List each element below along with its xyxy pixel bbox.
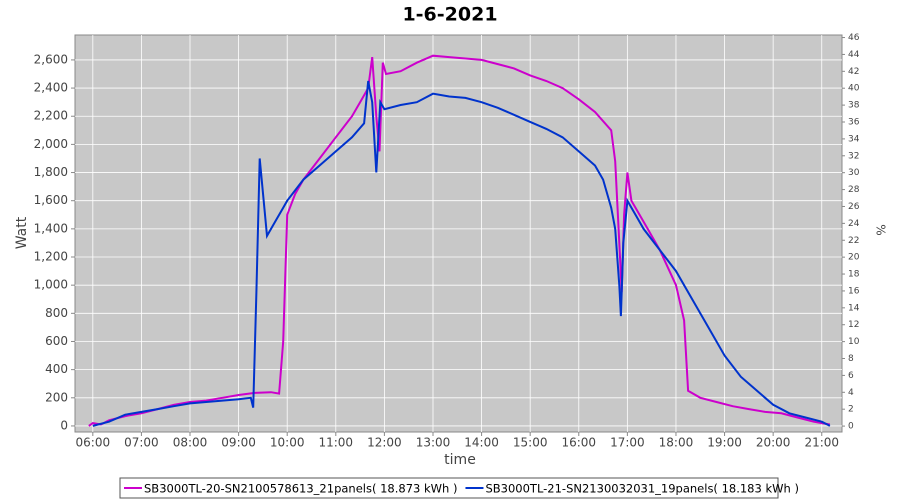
x-tick-label: 07:00 [124, 436, 159, 450]
x-tick-label: 11:00 [318, 436, 353, 450]
y2-tick-label: 30 [848, 168, 860, 178]
x-tick-label: 16:00 [561, 436, 596, 450]
y2-axis-label: % [874, 224, 888, 235]
y-tick-label: 200 [45, 390, 68, 404]
y2-tick-label: 38 [848, 101, 860, 111]
y-tick-label: 1,000 [34, 278, 68, 292]
x-tick-label: 13:00 [416, 436, 451, 450]
y-tick-label: 400 [45, 362, 68, 376]
y2-tick-label: 14 [848, 303, 860, 313]
y-tick-label: 800 [45, 306, 68, 320]
y2-tick-label: 36 [848, 118, 860, 128]
y2-tick-label: 4 [848, 388, 854, 398]
x-tick-label: 14:00 [464, 436, 499, 450]
x-tick-label: 08:00 [173, 436, 208, 450]
y-tick-label: 2,400 [34, 81, 68, 95]
x-tick-label: 17:00 [610, 436, 645, 450]
x-tick-label: 20:00 [756, 436, 791, 450]
y-tick-label: 1,800 [34, 165, 68, 179]
y2-tick-label: 40 [848, 84, 860, 94]
y2-tick-label: 42 [848, 67, 859, 77]
chart-title: 1-6-2021 [402, 4, 497, 26]
y-tick-label: 1,600 [34, 193, 68, 207]
y2-tick-label: 8 [848, 354, 854, 364]
y2-tick-label: 0 [848, 422, 854, 432]
y-tick-label: 2,600 [34, 52, 68, 66]
legend [119, 477, 779, 499]
y2-tick-label: 12 [848, 320, 859, 330]
y2-tick-label: 20 [848, 253, 860, 263]
y-tick-label: 1,400 [34, 221, 68, 235]
x-tick-label: 19:00 [707, 436, 742, 450]
y2-tick-label: 22 [848, 236, 859, 246]
y2-tick-label: 46 [848, 33, 860, 43]
x-tick-label: 12:00 [367, 436, 402, 450]
x-tick-label: 06:00 [76, 436, 111, 450]
y-tick-label: 1,200 [34, 250, 68, 264]
y2-tick-label: 34 [848, 134, 860, 144]
y2-tick-label: 28 [848, 185, 860, 195]
legend-label: SB3000TL-21-SN2130032031_19panels( 18.18… [485, 482, 798, 496]
x-tick-label: 21:00 [804, 436, 839, 450]
y2-tick-label: 10 [848, 337, 860, 347]
legend-label: SB3000TL-20-SN2100578613_21panels( 18.87… [144, 482, 457, 496]
y2-tick-label: 6 [848, 371, 854, 381]
series-line [88, 54, 831, 427]
x-axis-label: time [444, 452, 476, 468]
y2-tick-label: 2 [848, 405, 854, 415]
y2-tick-label: 26 [848, 202, 860, 212]
y2-tick-label: 16 [848, 286, 860, 296]
x-tick-label: 10:00 [270, 436, 305, 450]
x-tick-label: 18:00 [659, 436, 694, 450]
y-tick-label: 2,000 [34, 137, 68, 151]
y2-tick-label: 18 [848, 270, 860, 280]
y2-tick-label: 44 [848, 50, 860, 60]
x-tick-label: 09:00 [221, 436, 256, 450]
y-tick-label: 0 [60, 418, 68, 432]
y-tick-label: 600 [45, 334, 68, 348]
y-tick-label: 2,200 [34, 109, 68, 123]
y-axis-label: Watt [14, 216, 30, 249]
y2-tick-label: 32 [848, 151, 859, 161]
y2-tick-label: 24 [848, 219, 860, 229]
x-tick-label: 15:00 [513, 436, 548, 450]
series-line [92, 80, 831, 427]
plot-area [74, 34, 843, 433]
